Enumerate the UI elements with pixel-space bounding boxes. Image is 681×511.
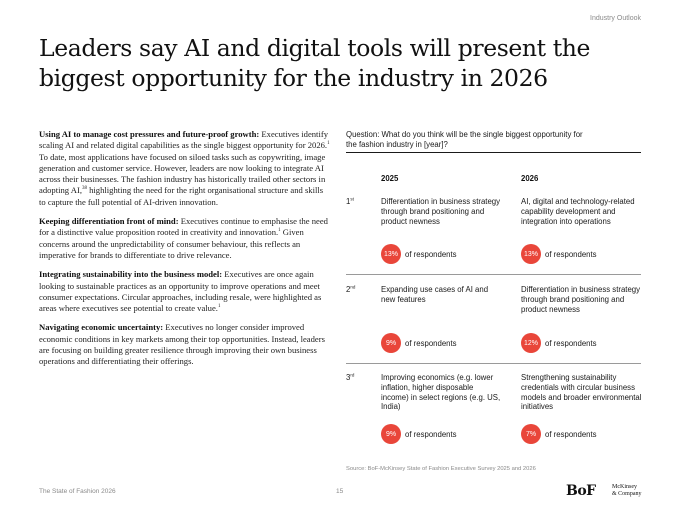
paragraph-sustainability: Integrating sustainability into the busi… bbox=[39, 269, 331, 314]
rank-number: 1 bbox=[346, 197, 351, 206]
paragraph-text: Given concerns around the unpredictabili… bbox=[39, 227, 304, 260]
page-title: Leaders say AI and digital tools will pr… bbox=[39, 34, 590, 92]
percent-badge: 9% bbox=[381, 333, 401, 353]
item-2026: Strengthening sustainability credentials… bbox=[521, 373, 642, 412]
rank-number: 3 bbox=[346, 373, 351, 382]
mckinsey-logo-line2: & Company bbox=[612, 491, 642, 497]
percent-badge: 7% bbox=[521, 424, 541, 444]
percent-badge: 13% bbox=[381, 244, 401, 264]
paragraph-text: Executives continue to emphasise the nee… bbox=[39, 216, 328, 238]
respondents-label: of respondents bbox=[545, 429, 597, 439]
stat-2026: 7% of respondents bbox=[521, 424, 597, 444]
paragraph-heading: Navigating economic uncertainty: bbox=[39, 322, 164, 333]
rank-label: 1st bbox=[346, 197, 354, 206]
footnote-ref: 1 bbox=[278, 228, 281, 234]
mckinsey-logo-line1: McKinsey bbox=[612, 484, 637, 490]
rank-suffix: st bbox=[350, 196, 354, 202]
paragraph-text: Executives no longer consider improved e… bbox=[39, 322, 325, 367]
stat-2026: 12% of respondents bbox=[521, 333, 597, 353]
paragraph-ai: Using AI to manage cost pressures and fu… bbox=[39, 129, 331, 208]
paragraph-heading: Integrating sustainability into the busi… bbox=[39, 269, 223, 280]
item-2025: Expanding use cases of AI and new featur… bbox=[381, 285, 489, 304]
publication-title: The State of Fashion 2026 bbox=[39, 488, 116, 495]
footnote-ref: 1 bbox=[327, 141, 330, 147]
mckinsey-logo: McKinsey & Company bbox=[612, 484, 642, 498]
respondents-label: of respondents bbox=[545, 249, 597, 259]
section-tag: Industry Outlook bbox=[590, 15, 641, 22]
page-number: 15 bbox=[336, 488, 344, 495]
item-2026: AI, digital and technology-related capab… bbox=[521, 197, 635, 226]
paragraph-text: To date, most applications have focused … bbox=[39, 151, 326, 196]
paragraph-text: highlighting the need for the right orga… bbox=[39, 185, 324, 207]
rank-label: 2nd bbox=[346, 285, 355, 294]
survey-question: Question: What do you think will be the … bbox=[346, 130, 583, 149]
item-2025: Differentiation in business strategy thr… bbox=[381, 197, 501, 226]
percent-badge: 12% bbox=[521, 333, 541, 353]
stat-2026: 13% of respondents bbox=[521, 244, 597, 264]
respondents-label: of respondents bbox=[545, 338, 597, 348]
question-divider bbox=[346, 152, 641, 153]
paragraph-differentiation: Keeping differentiation front of mind: E… bbox=[39, 216, 331, 261]
paragraph-text: Executives identify scaling AI and relat… bbox=[39, 129, 328, 151]
respondents-label: of respondents bbox=[405, 429, 457, 439]
footnote-ref: 38 bbox=[81, 186, 87, 192]
row-divider bbox=[346, 274, 641, 275]
bof-logo: BoF bbox=[566, 483, 596, 499]
column-header-2026: 2026 bbox=[521, 174, 539, 183]
stat-2025: 9% of respondents bbox=[381, 424, 457, 444]
source-note: Source: BoF-McKinsey State of Fashion Ex… bbox=[346, 466, 536, 472]
stat-2025: 9% of respondents bbox=[381, 333, 457, 353]
stat-2025: 13% of respondents bbox=[381, 244, 457, 264]
rank-suffix: rd bbox=[350, 372, 355, 378]
percent-badge: 9% bbox=[381, 424, 401, 444]
paragraph-heading: Keeping differentiation front of mind: bbox=[39, 216, 179, 227]
row-divider bbox=[346, 363, 641, 364]
rank-number: 2 bbox=[346, 285, 351, 294]
column-header-2025: 2025 bbox=[381, 174, 399, 183]
item-2026: Differentiation in business strategy thr… bbox=[521, 285, 641, 314]
paragraph-text: Executives are once again looking to sus… bbox=[39, 269, 322, 314]
item-2025: Improving economics (e.g. lower inflatio… bbox=[381, 373, 501, 412]
respondents-label: of respondents bbox=[405, 249, 457, 259]
rank-label: 3rd bbox=[346, 373, 354, 382]
percent-badge: 13% bbox=[521, 244, 541, 264]
body-text-column: Using AI to manage cost pressures and fu… bbox=[39, 129, 331, 376]
respondents-label: of respondents bbox=[405, 338, 457, 348]
paragraph-heading: Using AI to manage cost pressures and fu… bbox=[39, 129, 260, 139]
footnote-ref: 1 bbox=[217, 304, 221, 310]
rank-suffix: nd bbox=[350, 284, 356, 290]
paragraph-economic: Navigating economic uncertainty: Executi… bbox=[39, 322, 331, 367]
